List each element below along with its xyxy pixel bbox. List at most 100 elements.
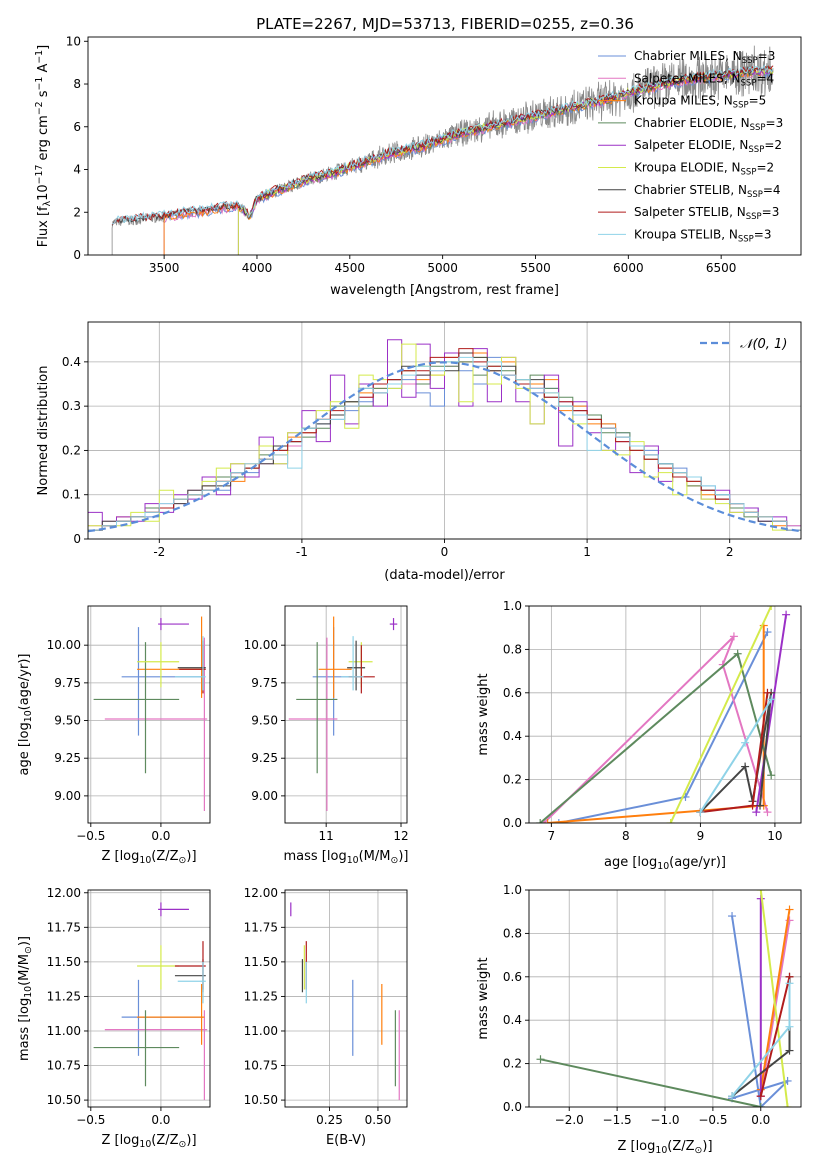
legend-name: Salpeter MILES, xyxy=(634,71,732,85)
axis-label-part: −1 xyxy=(34,77,45,91)
x-tick-label: 2 xyxy=(726,545,734,559)
y-axis-label: Flux [fλ10−17 erg cm−2 s−1 A−1] xyxy=(34,45,53,247)
legend-name: Salpeter STELIB, xyxy=(634,205,737,219)
y-tick-label: 0.4 xyxy=(62,355,81,369)
x-tick-label: 0.0 xyxy=(751,1113,770,1127)
x-tick-label: −0.5 xyxy=(76,1113,105,1127)
y-tick-label: 0.2 xyxy=(503,773,522,787)
y-axis-label: age [log10(age/yr)] xyxy=(17,654,34,776)
x-tick-label: -2 xyxy=(153,545,165,559)
axis-label-part: 10 xyxy=(347,855,359,866)
legend-name: Chabrier ELODIE, xyxy=(634,116,741,130)
y-tick-label: 0.6 xyxy=(503,970,522,984)
axis-label-part: 10 xyxy=(23,710,34,722)
y-tick-label: 9.75 xyxy=(251,676,278,690)
legend-nssp-value: =5 xyxy=(749,94,767,108)
y-tick-label: 10.00 xyxy=(47,638,81,652)
y-tick-label: 11.00 xyxy=(47,1024,81,1038)
axis-label-part: Flux [f xyxy=(36,206,51,247)
y-tick-label: 0.4 xyxy=(503,729,522,743)
y-tick-label: 0.1 xyxy=(62,488,81,502)
axes-frame xyxy=(528,605,802,824)
y-tick-label: 2 xyxy=(73,205,81,219)
legend-nssp-sub: SSP xyxy=(742,56,758,66)
spectrum-panel: 3500 4000 4500 5000 5500 6000 6500 0 2 4 6 8 10 wavel… xyxy=(34,34,802,298)
y-tick-label: 11.25 xyxy=(244,989,278,1003)
extinction-vs-mass-panel: 0.25 0.50 10.50 10.75 11.00 11.25 11.50 11.75 12… xyxy=(244,886,408,1148)
weight-line xyxy=(755,614,788,813)
y-tick-label: 10.50 xyxy=(47,1093,81,1107)
legend-nssp: N xyxy=(737,205,746,219)
axis-label-part: Z [log xyxy=(101,1133,139,1148)
plot-area xyxy=(93,902,208,1101)
x-axis-label: Z [log10(Z/Z⊙)] xyxy=(617,1139,712,1156)
legend-nssp-sub: SSP xyxy=(733,101,749,111)
x-tick-label: 3500 xyxy=(149,261,180,275)
legend-nssp: N xyxy=(732,71,741,85)
x-tick-label: 4000 xyxy=(242,261,273,275)
legend-name: Chabrier STELIB, xyxy=(634,183,738,197)
legend-label: Kroupa ELODIE, NSSP=2 xyxy=(634,161,774,178)
axis-label-part: 10 xyxy=(655,1145,667,1156)
axes-frame xyxy=(87,605,211,824)
axis-label-part: ⊙ xyxy=(179,855,187,866)
axis-label-part: 10 xyxy=(657,861,669,872)
axis-label-part: −17 xyxy=(34,165,45,185)
axis-label-part: A xyxy=(36,64,51,77)
x-tick-label: 12 xyxy=(393,829,408,843)
axis-label-part: )] xyxy=(702,1139,712,1154)
y-tick-label: 0.0 xyxy=(503,1100,522,1114)
y-tick-label: 0 xyxy=(73,248,81,262)
y-tick-label: 0.2 xyxy=(503,1057,522,1071)
x-tick-label: 5000 xyxy=(427,261,458,275)
y-tick-label: 0 xyxy=(73,532,81,546)
y-tick-label: 9.25 xyxy=(54,751,81,765)
legend-nssp-sub: SSP xyxy=(738,234,754,244)
legend-nssp: N xyxy=(732,161,741,175)
mass-vs-age-panel: 11 12 9.00 9.25 9.50 9.75 10.00 mass [log10(M/M… xyxy=(244,605,409,866)
x-axis-label: wavelength [Angstrom, rest frame] xyxy=(330,283,559,298)
x-tick-label: 10 xyxy=(767,829,782,843)
x-tick-label: −1.0 xyxy=(650,1113,679,1127)
plot-area xyxy=(290,902,400,1101)
y-axis-label: mass weight xyxy=(476,673,491,755)
y-tick-label: 4 xyxy=(73,163,81,177)
plot-area xyxy=(93,616,208,811)
model-spectrum xyxy=(111,64,774,225)
y-tick-label: 10 xyxy=(66,34,81,48)
axis-label-part: (Z/Z xyxy=(151,849,178,864)
axis-label-part: age [log xyxy=(17,722,32,775)
x-tick-label: 6500 xyxy=(706,261,737,275)
x-tick-label: 0.25 xyxy=(316,1113,343,1127)
axis-label-part: (M/M xyxy=(17,954,32,986)
y-tick-label: 11.50 xyxy=(47,955,81,969)
y-axis-label: mass [log10(M/M⊙)] xyxy=(17,936,34,1061)
y-axis-label: Normed distribution xyxy=(36,366,51,496)
model-spectrum xyxy=(163,69,774,255)
y-tick-label: 0.8 xyxy=(503,642,522,656)
axis-label-part: ⊙ xyxy=(390,855,398,866)
axis-label-part: mass [log xyxy=(17,998,32,1061)
x-axis-label: mass [log10(M/M⊙)] xyxy=(284,849,409,866)
axis-label-part: Z [log xyxy=(101,849,139,864)
axis-label-part: 10 xyxy=(139,1139,151,1150)
axes-frame xyxy=(87,36,802,256)
axis-label-part: )] xyxy=(186,1133,196,1148)
x-tick-label: 0.0 xyxy=(151,1113,170,1127)
legend-label: Chabrier MILES, NSSP=3 xyxy=(634,49,775,66)
axis-label-part: 10 xyxy=(139,855,151,866)
y-tick-label: 0.4 xyxy=(503,1013,522,1027)
x-tick-label: -1 xyxy=(296,545,308,559)
y-tick-label: 1.0 xyxy=(503,599,522,613)
y-tick-label: 11.75 xyxy=(244,920,278,934)
axis-label-part: s xyxy=(36,90,51,101)
y-tick-label: 12.00 xyxy=(244,886,278,900)
plot-area xyxy=(111,45,774,255)
normal-curve xyxy=(88,361,801,533)
y-tick-label: 10.75 xyxy=(47,1059,81,1073)
axis-label-part: ] xyxy=(36,45,51,50)
y-tick-label: 0.8 xyxy=(503,926,522,940)
